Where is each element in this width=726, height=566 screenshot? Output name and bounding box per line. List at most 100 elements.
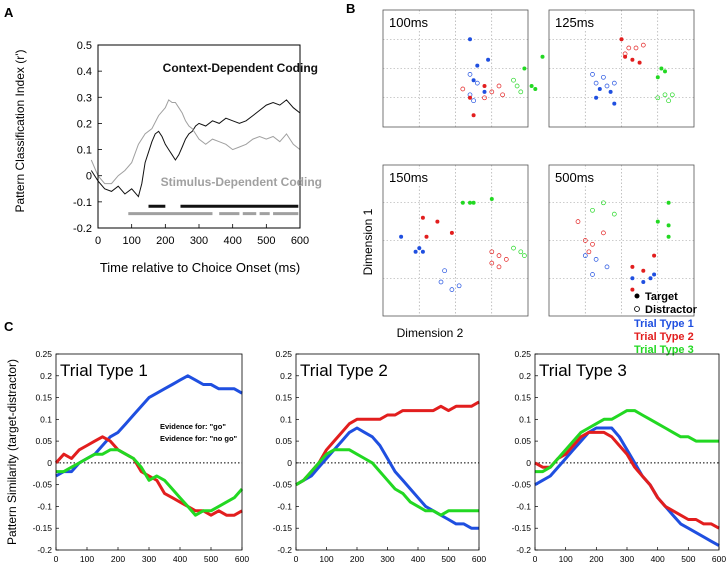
distractor-point [633,45,639,51]
series-line [90,99,301,185]
panel-b-ylabel: Dimension 1 [361,208,375,275]
series-line [56,448,244,517]
target-point [663,69,667,74]
legend-type1-label: Trial Type 1 [634,318,694,330]
y-tick-label: 0.1 [40,414,52,424]
distractor-point [582,238,588,243]
target-point [597,87,602,91]
distractor-point [489,89,495,95]
x-tick-label: 600 [291,235,309,247]
distractor-point [640,42,646,48]
distractor-point [496,253,502,258]
x-tick-label: 100 [559,554,573,564]
target-point [608,89,613,94]
subplot-frame [548,9,695,128]
y-tick-label: 0 [86,171,92,183]
y-tick-label: -0.15 [512,523,532,533]
target-point [630,287,635,292]
y-tick-label: 0.1 [77,145,92,157]
distractor-point [518,249,524,255]
target-point [522,66,527,71]
panel-b-legend: Target Distractor Trial Type 1 Trial Typ… [634,291,698,356]
x-tick-label: 200 [111,554,125,564]
title-backdrop [386,169,430,186]
legend-distractor-marker [634,306,640,312]
distractor-point [586,249,592,255]
x-tick-label: 500 [257,235,275,247]
subplot-frame [382,164,529,317]
distractor-point [438,279,444,285]
distractor-point [489,260,495,266]
target-point [666,200,671,205]
target-point [612,101,617,106]
y-tick-label: 0 [47,458,52,468]
distractor-point [669,92,675,98]
target-point [399,234,404,239]
series-line [295,448,479,517]
target-point [417,246,422,251]
distractor-point [500,92,505,98]
series-line [54,435,243,517]
panel-a-label: A [4,5,14,20]
target-point [666,234,671,239]
legend-distractor-label: Distractor [645,304,698,316]
legend-type3-label: Trial Type 3 [634,344,694,356]
y-tick-label: 0.1 [519,414,531,424]
context-coding-annotation: Context-Dependent Coding [163,61,318,75]
panel-a-ylabel: Pattern Classification Index (r') [13,49,27,212]
x-tick-label: 100 [319,554,333,564]
x-tick-label: 500 [681,554,695,564]
title-backdrop [552,14,596,31]
distractor-point [604,264,610,270]
target-point [489,197,494,201]
y-tick-label: 0.05 [275,436,292,446]
y-tick-label: -0.15 [273,523,293,533]
y-tick-label: -0.2 [73,223,92,235]
distractor-point [590,207,595,213]
distractor-point [518,89,524,95]
target-point [468,37,472,42]
evidence-go-label: Evidence for: "go" [160,422,226,431]
target-point [529,84,534,88]
target-point [486,57,491,62]
distractor-point [593,257,599,262]
distractor-point [666,98,671,104]
series-line [295,400,480,486]
y-tick-label: -0.1 [516,501,531,511]
target-point [460,200,465,205]
y-tick-label: -0.05 [512,480,532,490]
y-tick-label: -0.1 [37,501,52,511]
y-tick-label: 0.15 [275,393,292,403]
distractor-point [514,83,520,89]
y-tick-label: 0 [526,458,531,468]
subplot-title: 125ms [555,15,595,30]
target-point [475,63,480,68]
y-tick-label: 0.15 [514,393,531,403]
distractor-point [662,92,668,98]
subplot-frame [382,9,529,128]
evidence-nogo-label: Evidence for: "no go" [160,434,238,443]
distractor-point [590,241,595,247]
series-line [534,430,720,530]
target-point [468,95,472,100]
y-tick-label: 0.1 [280,414,292,424]
target-point [655,75,660,80]
distractor-point [575,219,581,224]
x-tick-label: 300 [190,235,208,247]
target-point [420,215,425,220]
distractor-point [590,72,595,77]
distractor-point [482,95,487,101]
distractor-point [489,249,495,255]
x-tick-label: 0 [54,554,59,564]
target-point [630,264,635,269]
y-tick-label: -0.05 [273,480,293,490]
distractor-point [622,51,628,57]
y-tick-label: -0.2 [277,545,292,555]
panel-b-xlabel: Dimension 2 [397,326,464,340]
panel-a-chart: -0.2 -0.1 0 0.1 0.2 0.3 0.4 0.5 0 100 200 300 400 500… [73,40,309,247]
target-point [594,95,599,100]
panel-a-xlabel: Time relative to Choice Onset (ms) [100,260,300,275]
target-point [533,87,538,91]
target-point [540,54,545,59]
